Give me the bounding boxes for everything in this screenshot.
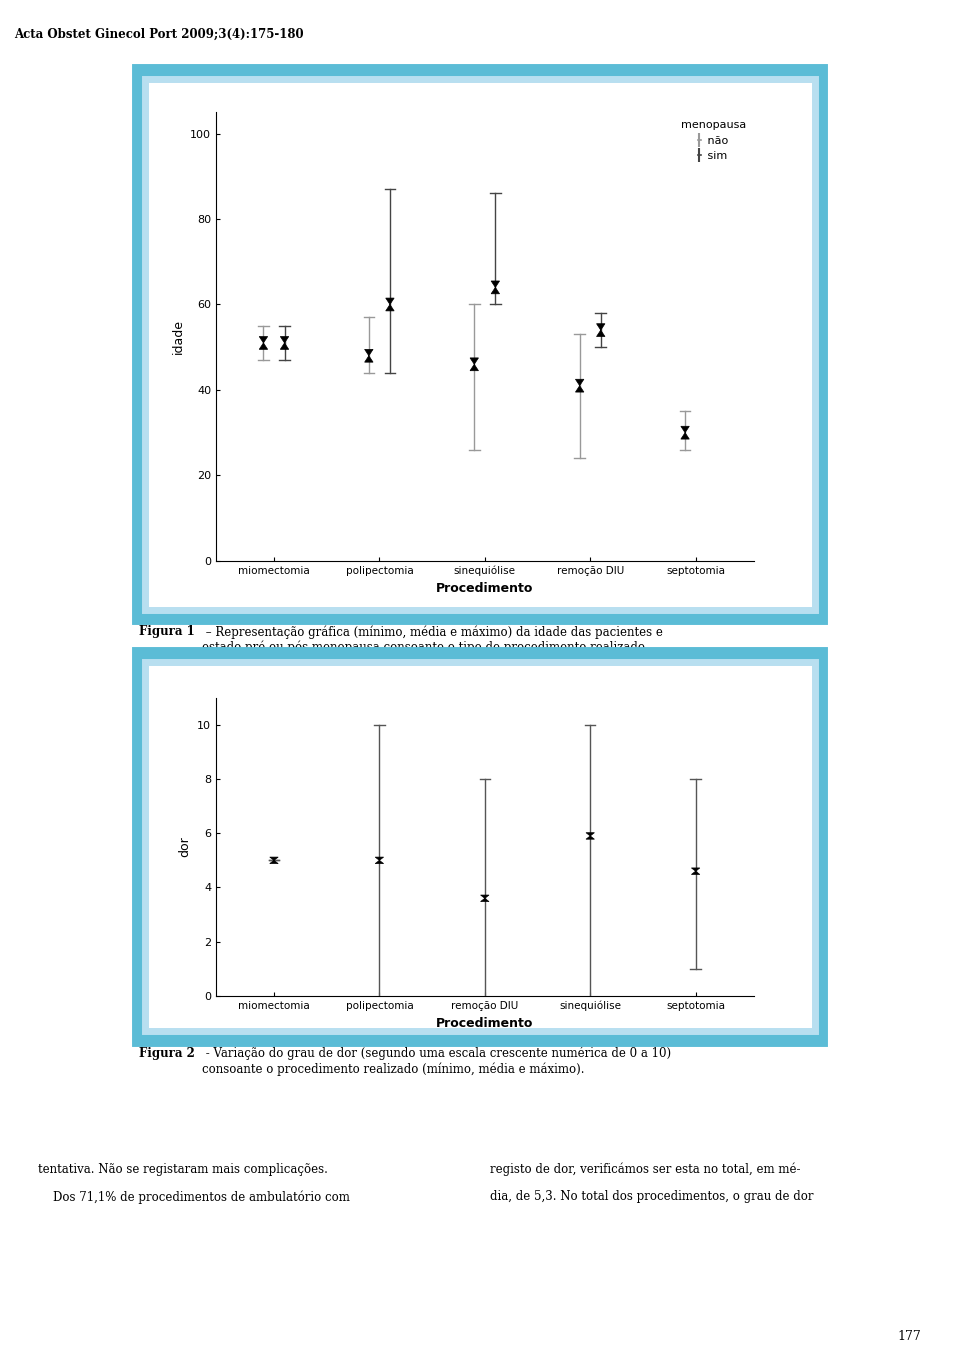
Polygon shape <box>470 358 478 371</box>
Text: registo de dor, verificámos ser esta no total, em mé-: registo de dor, verificámos ser esta no … <box>490 1163 800 1176</box>
Polygon shape <box>596 324 605 337</box>
Polygon shape <box>280 337 289 349</box>
Polygon shape <box>375 858 384 863</box>
Text: Acta Obstet Ginecol Port 2009;3(4):175-180: Acta Obstet Ginecol Port 2009;3(4):175-1… <box>14 27 304 41</box>
Text: - Variação do grau de dor (segundo uma escala crescente numérica de 0 a 10)
cons: - Variação do grau de dor (segundo uma e… <box>202 1047 671 1075</box>
X-axis label: Procedimento: Procedimento <box>436 581 534 595</box>
Polygon shape <box>259 337 268 349</box>
Polygon shape <box>586 833 594 839</box>
Polygon shape <box>481 895 489 902</box>
Text: – Representação gráfica (mínimo, média e máximo) da idade das pacientes e
estado: – Representação gráfica (mínimo, média e… <box>202 625 662 654</box>
Y-axis label: idade: idade <box>172 319 184 354</box>
Text: dia, de 5,3. No total dos procedimentos, o grau de dor: dia, de 5,3. No total dos procedimentos,… <box>490 1190 813 1204</box>
Polygon shape <box>365 349 373 363</box>
Polygon shape <box>492 280 499 294</box>
Text: Figura 1: Figura 1 <box>139 625 195 639</box>
Legend:  não,  sim: não, sim <box>679 118 748 163</box>
Text: Dos 71,1% de procedimentos de ambulatório com: Dos 71,1% de procedimentos de ambulatóri… <box>38 1190 350 1204</box>
Text: tentativa. Não se registaram mais complicações.: tentativa. Não se registaram mais compli… <box>38 1163 328 1176</box>
Y-axis label: dor: dor <box>179 836 192 858</box>
Polygon shape <box>270 858 278 863</box>
Polygon shape <box>681 427 689 439</box>
Polygon shape <box>575 379 584 393</box>
Polygon shape <box>691 867 700 874</box>
X-axis label: Procedimento: Procedimento <box>436 1016 534 1030</box>
Text: 177: 177 <box>898 1330 922 1343</box>
Text: Figura 2: Figura 2 <box>139 1047 195 1060</box>
Polygon shape <box>386 298 395 311</box>
